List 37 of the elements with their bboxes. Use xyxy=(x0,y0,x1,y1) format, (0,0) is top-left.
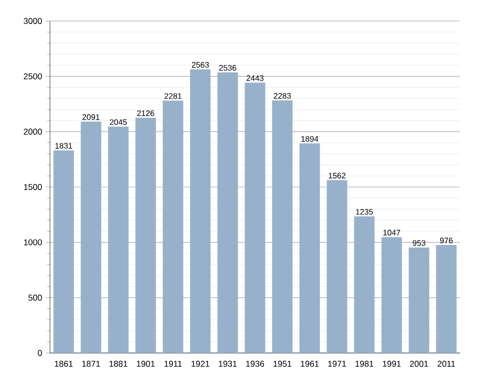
x-tick-label: 1901 xyxy=(136,360,155,367)
bar xyxy=(436,244,457,353)
bar xyxy=(408,248,430,353)
bar xyxy=(108,126,129,353)
y-tick-label: 1000 xyxy=(24,239,42,246)
bar xyxy=(244,82,266,353)
bar xyxy=(80,122,102,353)
y-tick-label: 2000 xyxy=(24,128,42,135)
x-tick-label: 2001 xyxy=(410,360,428,367)
y-tick-label: 500 xyxy=(28,294,42,301)
bar xyxy=(299,143,320,353)
x-tick-label: 1881 xyxy=(110,360,128,367)
y-tick-label: 2500 xyxy=(24,73,42,80)
x-tick-label: 1936 xyxy=(246,360,264,367)
bar xyxy=(190,69,211,353)
y-tick-label: 0 xyxy=(38,350,42,356)
x-tick-label: 1981 xyxy=(356,360,374,367)
bar xyxy=(162,100,184,353)
x-tick-label: 1921 xyxy=(192,360,210,367)
x-tick-label: 1991 xyxy=(382,360,401,367)
x-tick-label: 1971 xyxy=(328,360,346,367)
y-tick-label: 3000 xyxy=(24,18,42,24)
x-tick-label: 1931 xyxy=(218,360,237,367)
bar xyxy=(326,180,348,353)
y-tick-label: 1500 xyxy=(24,184,42,190)
x-tick-label: 1871 xyxy=(82,360,100,367)
x-tick-label: 1961 xyxy=(300,360,319,367)
bar xyxy=(272,100,293,353)
bar xyxy=(354,216,375,353)
bar xyxy=(381,237,402,353)
x-tick-label: 1861 xyxy=(54,360,73,367)
x-tick-label: 2011 xyxy=(438,360,456,367)
bar xyxy=(53,150,74,353)
bar xyxy=(217,72,238,353)
bar xyxy=(135,118,156,353)
x-tick-label: 1911 xyxy=(164,360,182,367)
x-tick-label: 1951 xyxy=(274,360,292,367)
